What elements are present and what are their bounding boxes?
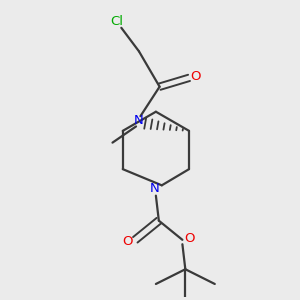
Text: O: O: [184, 232, 195, 245]
Text: O: O: [123, 235, 133, 248]
Text: N: N: [149, 182, 159, 195]
Text: N: N: [134, 114, 144, 127]
Text: Cl: Cl: [110, 15, 123, 28]
Text: O: O: [190, 70, 201, 83]
